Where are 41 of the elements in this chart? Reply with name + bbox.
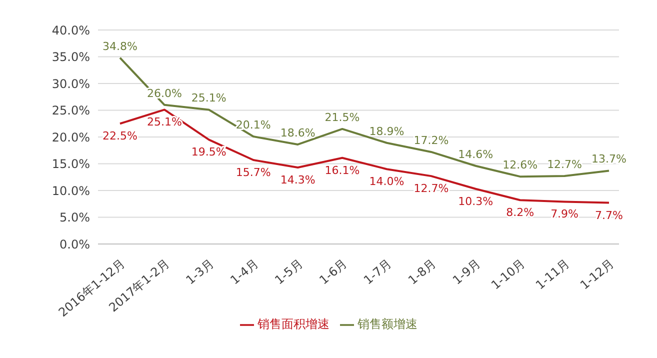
data-label: 21.5% bbox=[324, 110, 360, 124]
data-label: 10.3% bbox=[458, 194, 494, 208]
y-tick-label: 5.0% bbox=[60, 210, 90, 225]
y-tick-label: 25.0% bbox=[52, 104, 90, 118]
data-label: 8.2% bbox=[506, 206, 534, 220]
x-tick-label: 1-4月 bbox=[228, 256, 261, 288]
y-tick-label: 20.0% bbox=[52, 130, 90, 144]
data-label: 7.9% bbox=[550, 208, 579, 221]
y-tick-label: 10.0% bbox=[52, 184, 90, 198]
legend-label: 销售额增速 bbox=[358, 317, 418, 331]
y-tick-label: 15.0% bbox=[52, 157, 90, 172]
y-tick-label: 40.0% bbox=[52, 23, 90, 38]
y-tick-label: 0.0% bbox=[60, 237, 90, 252]
data-label: 12.6% bbox=[502, 158, 538, 172]
data-label: 25.1% bbox=[191, 92, 226, 105]
data-label: 14.6% bbox=[458, 148, 494, 161]
x-tick-label: 1-9月 bbox=[450, 256, 484, 288]
data-label: 19.5% bbox=[191, 146, 226, 159]
data-label: 20.1% bbox=[236, 118, 271, 132]
data-label: 34.8% bbox=[102, 40, 138, 53]
data-label: 17.2% bbox=[414, 134, 449, 147]
y-tick-label: 30.0% bbox=[52, 76, 90, 91]
x-tick-label: 1-3月 bbox=[183, 256, 216, 288]
data-label: 15.7% bbox=[236, 166, 271, 180]
data-label: 12.7% bbox=[547, 158, 582, 172]
data-label: 18.6% bbox=[280, 126, 316, 140]
data-label: 12.7% bbox=[414, 182, 449, 196]
data-label: 14.3% bbox=[280, 173, 316, 186]
x-tick-label: 1-8月 bbox=[406, 256, 439, 288]
data-label: 18.9% bbox=[369, 124, 404, 138]
data-label: 22.5% bbox=[102, 130, 138, 143]
data-label: 7.7% bbox=[595, 208, 623, 222]
data-label: 16.1% bbox=[324, 164, 360, 177]
x-tick-label: 1-7月 bbox=[361, 256, 394, 288]
y-tick-label: 35.0% bbox=[52, 50, 90, 64]
data-label: 13.7% bbox=[592, 152, 626, 166]
x-tick-label: 1-6月 bbox=[316, 256, 350, 288]
data-label: 14.0% bbox=[369, 175, 404, 188]
data-label: 25.1% bbox=[146, 116, 182, 129]
x-tick-label: 1-5月 bbox=[272, 256, 306, 288]
legend-label: 销售面积增速 bbox=[258, 317, 330, 331]
